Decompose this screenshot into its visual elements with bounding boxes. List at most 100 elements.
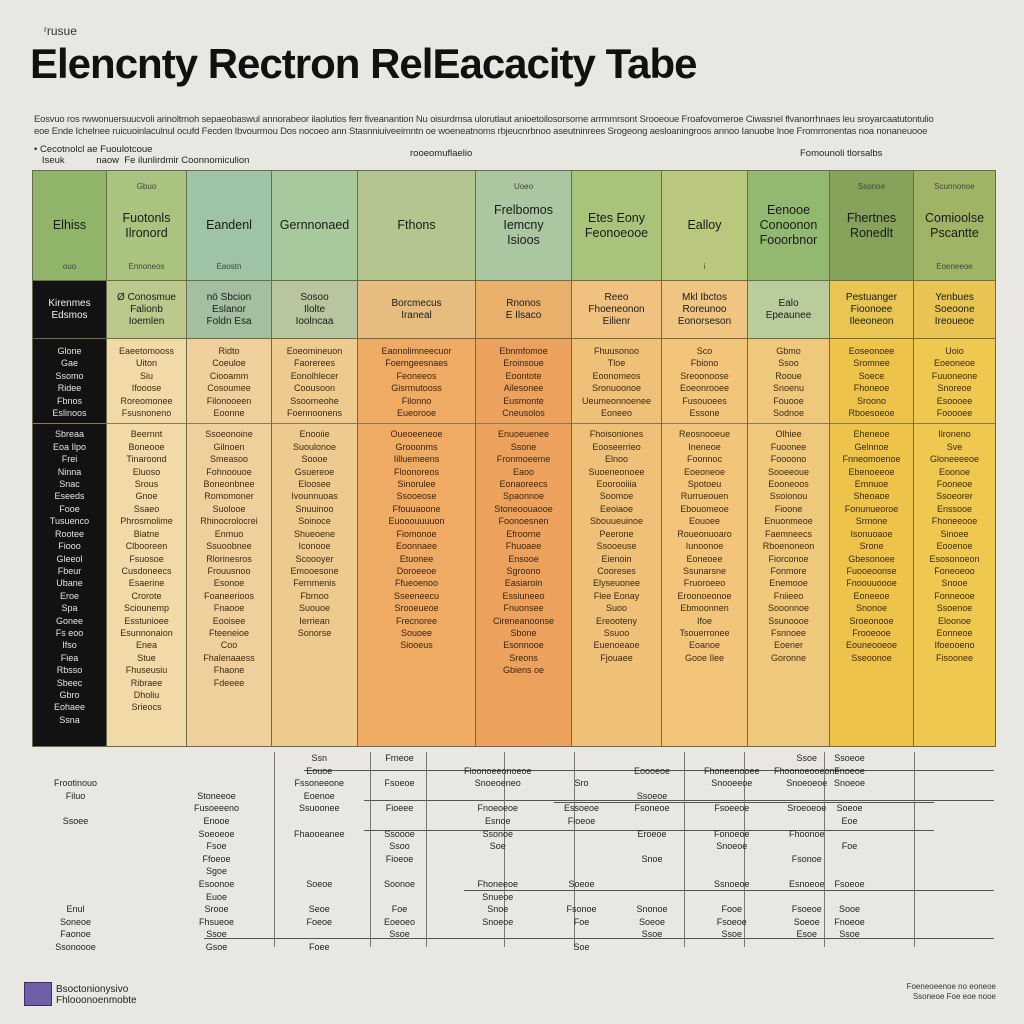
table-cell: Feoneeos: [396, 370, 437, 381]
table-column: Gernnonaed Sosoo Ilolte Ioolncaa Eoeomineu…: [272, 171, 358, 746]
table-cell: Enea: [135, 640, 158, 651]
table-cell: Ssoenoe: [936, 603, 973, 614]
column-header: Fthons: [358, 171, 475, 281]
table-cell: Fs eoo: [55, 627, 84, 638]
table-cell: Ssna: [59, 714, 80, 725]
footer-brand-line: Fhlooonoenmobte: [56, 995, 137, 1006]
table-cell: Enssooe: [936, 503, 973, 514]
table-cell: Roreomonee: [120, 395, 173, 406]
table-cell: Rhinocrolocrei: [200, 516, 258, 527]
table-cell: Srone: [859, 541, 884, 552]
table-cell: Eienoin: [601, 553, 632, 564]
lower-cell: [54, 878, 97, 891]
table-cell: Elnoo: [604, 454, 629, 465]
table-column: Scunnonoe Comioolse Pscantte Eoeneeoe Yenbu…: [914, 171, 995, 746]
lower-cell: [294, 928, 345, 941]
lower-cell: [564, 865, 599, 878]
table-cell: Dholiu: [133, 689, 160, 700]
table-cell: Floonoreos: [393, 466, 440, 477]
column-header: Scunnonoe Comioolse Pscantte Eoeneeoe: [914, 171, 995, 281]
intro-line: Eosvuo ros rwwonuersuucvoli arinoltmoh s…: [34, 114, 934, 125]
lower-cell: Fsoeoe: [716, 916, 747, 927]
lower-cell: Fhoneeoe: [477, 878, 519, 889]
lower-grid: Frootinouo Filuo Ssoee Enul Soneoe Faonoe Sson…: [34, 752, 994, 952]
lower-cell: [54, 765, 97, 778]
row-divider: [358, 423, 475, 425]
column-header: Ealloy i: [662, 171, 747, 281]
grid-line: [304, 770, 994, 771]
table-cell: Snonoe: [855, 603, 888, 614]
row-divider: [748, 423, 829, 425]
table-cell: Gbro: [59, 689, 80, 700]
lower-cell: Ssoe: [839, 929, 860, 940]
table-cell: Sroono: [856, 395, 887, 406]
lower-cell: Fhoneenooee: [704, 765, 760, 776]
column-body: Eaeetomooss Uiton Siu Ifooose Roreomonee Fsus…: [107, 339, 186, 746]
table-cell: Rurrueouen: [680, 491, 729, 502]
table-cell: Essiuneeo: [502, 590, 545, 601]
table-cell: Grooonms: [395, 441, 438, 452]
page-title: Elencnty Rectron RelEacacity Tabe: [30, 40, 697, 87]
table-cell: Ffouuaoone: [392, 503, 441, 514]
table-cell: Eoa Ilpo: [52, 441, 87, 452]
table-cell: Ssoeonoine: [205, 429, 253, 440]
lower-cell: [384, 765, 415, 778]
lower-cell: Ssoe: [206, 929, 227, 940]
lower-cell: [294, 853, 345, 866]
table-cell: Peerone: [599, 528, 634, 539]
table-cell: Sheoaoe: [853, 491, 890, 502]
lower-cell: Fsonoe: [791, 853, 822, 864]
table-cell: Ssoeorer: [936, 491, 973, 502]
lower-cell: Ssoe: [721, 929, 743, 940]
lower-cell: [384, 865, 415, 878]
lower-cell: [704, 941, 760, 954]
lower-cell: Ssoeoe: [636, 790, 668, 801]
lower-cell: Snoeoe: [716, 841, 748, 852]
lower-cell: Fsoeoe: [834, 878, 865, 889]
lower-cell: Fsoe: [206, 841, 227, 852]
table-cell: Srous: [134, 479, 159, 490]
table-cell: Iunoonoe: [685, 541, 724, 552]
table-cell: Eaonolimneecuor: [381, 346, 452, 356]
table-cell: Eroonoeonoe: [677, 590, 732, 601]
lower-cell: Fsoneoe: [634, 803, 670, 814]
table-cell: Sbeec: [56, 677, 83, 688]
lower-cell: Fioeoe: [567, 815, 596, 826]
grid-line: [464, 890, 994, 891]
table-cell: Eooneoos: [768, 479, 809, 490]
grid-line: [364, 830, 934, 831]
table-cell: Fiooo: [58, 541, 81, 552]
column-header-label: Ealloy: [687, 218, 722, 232]
table-cell: Foneoeoo: [934, 565, 975, 576]
table-cell: Sinoee: [940, 528, 969, 539]
lower-cell: [384, 941, 415, 954]
lower-column: Fhoneenooee Snooeeoe Fsoeeoe Fonoeoe Snoeoe S…: [704, 752, 760, 954]
table-cell: Ciooamm: [209, 370, 249, 381]
table-cell: Fronmoeeme: [496, 454, 551, 465]
column-subheader: Borcmecus Iraneal: [358, 281, 475, 339]
table-cell: Snoenu: [772, 383, 805, 394]
lower-cell: Soeoe: [306, 878, 333, 889]
table-cell: Srooeueoe: [394, 603, 439, 614]
lower-cell: [634, 840, 670, 853]
table-cell: Beernnt: [130, 429, 163, 440]
column-header: Etes Eony Feonoeooe: [572, 171, 661, 281]
column-header-note: ouo: [62, 262, 77, 271]
table-cell: Ssoionou: [769, 491, 808, 502]
table-cell: Roueonuoaro: [677, 528, 732, 539]
table-cell: Coousoon: [293, 383, 336, 394]
lower-cell: [294, 840, 345, 853]
lower-cell: [634, 777, 670, 790]
lower-cell: [704, 853, 760, 866]
table-cell: Eoeoneoe: [683, 466, 726, 477]
table-cell: Elyseuonee: [592, 578, 641, 589]
table-cell: Eonaoreecs: [499, 479, 548, 490]
lower-cell: [564, 790, 599, 803]
table-cell: Uoio: [945, 346, 964, 356]
table-cell: Sbouueuinoe: [589, 516, 644, 527]
table-cell: Eheneoe: [853, 429, 890, 440]
table-cell: Fernmenis: [293, 578, 336, 589]
table-cell: Enemooe: [769, 578, 808, 589]
table-cell: Srmone: [855, 516, 888, 527]
column-header-label: Fthons: [397, 218, 436, 232]
